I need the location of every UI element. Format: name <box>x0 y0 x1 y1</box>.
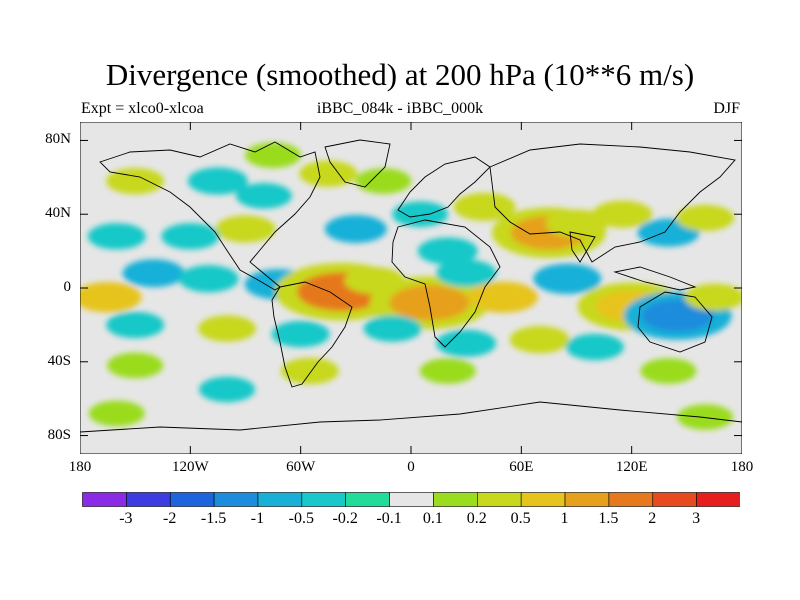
lon-label: 180 <box>730 459 754 475</box>
colorbar-box <box>389 492 434 507</box>
colorbar-label: 0.5 <box>510 510 531 527</box>
field-blob <box>324 214 387 243</box>
field-blob <box>178 265 239 293</box>
field-blob <box>299 160 358 187</box>
lat-label: 80S <box>47 426 71 443</box>
field-blob <box>88 400 145 427</box>
colorbar-label: 0.2 <box>466 510 487 527</box>
plot-title: Divergence (smoothed) at 200 hPa (10**6 … <box>105 57 695 92</box>
greenland-coast <box>324 139 391 188</box>
field-blob <box>122 259 185 288</box>
field-blob <box>187 167 248 195</box>
colorbar-label: -1.5 <box>200 510 227 527</box>
australia-coast <box>637 291 713 353</box>
colorbar-box <box>433 492 478 507</box>
field-blob <box>245 142 302 168</box>
field-blob <box>363 315 422 342</box>
field-blob <box>198 315 257 342</box>
lon-label: 0 <box>407 459 415 475</box>
field-blob <box>271 320 330 348</box>
lat-label: 40S <box>47 352 71 369</box>
lat-label: 80N <box>45 131 71 148</box>
field-blob <box>684 283 742 311</box>
lon-label: 60W <box>286 459 316 475</box>
field-blob <box>453 192 516 221</box>
coastlines <box>80 139 742 433</box>
africa-coast <box>391 219 501 348</box>
colorbar-box <box>520 492 566 507</box>
field-blob <box>161 223 220 250</box>
lon-label: 120E <box>615 459 648 475</box>
field-blob <box>392 201 449 228</box>
field-blob <box>545 209 608 238</box>
field-blob <box>106 311 165 339</box>
field-blob <box>565 333 624 361</box>
colorbar-box <box>82 492 127 507</box>
indonesia-coast <box>613 266 697 291</box>
lat-label: 40N <box>45 205 71 222</box>
colorbar-box <box>564 492 610 507</box>
field-blob <box>509 326 570 354</box>
field-blob <box>436 259 497 287</box>
colorbar-box <box>169 492 215 507</box>
map-svg <box>80 122 742 454</box>
field-blob <box>533 263 602 294</box>
colorbar-box <box>476 492 522 507</box>
colorbar-label: -0.5 <box>288 510 314 527</box>
europe-coast <box>397 156 491 218</box>
lat-label: 0 <box>63 279 72 295</box>
asia-coast <box>489 143 736 263</box>
field-blob <box>676 204 735 232</box>
colorbar-label: 0.1 <box>422 510 443 527</box>
field-blob <box>419 358 476 384</box>
colorbar-box <box>257 492 303 507</box>
colorbar-label: -3 <box>119 510 133 527</box>
field-blob <box>80 282 142 313</box>
colorbar-label: -1 <box>250 510 265 527</box>
field-blob <box>417 237 478 265</box>
field-blob <box>106 167 165 195</box>
colorbar-box <box>301 492 346 507</box>
divergence-field <box>80 142 742 430</box>
colorbar-label: -2 <box>163 510 177 527</box>
field-blob <box>280 357 339 385</box>
lon-label: 60E <box>509 459 534 475</box>
south-america-coast <box>271 281 353 388</box>
field-blob <box>199 376 256 403</box>
experiment-label: Expt = xlco0-xlcoa <box>81 100 204 117</box>
colorbar-label: 2 <box>648 510 657 527</box>
lon-label: 120W <box>171 459 209 475</box>
field-blob <box>640 358 697 384</box>
field-blob <box>235 182 292 209</box>
colorbar-box <box>213 492 259 507</box>
colorbar-box <box>696 492 740 507</box>
colorbar-label: -0.1 <box>376 510 402 527</box>
field-blob <box>215 215 276 243</box>
field-blob <box>436 329 497 357</box>
colorbar <box>82 492 740 507</box>
lon-label: 180 <box>68 459 92 475</box>
colorbar-label: 3 <box>692 510 701 527</box>
axis-ticks <box>80 122 742 454</box>
field-blob <box>592 200 653 228</box>
field-blob <box>467 281 538 313</box>
colorbar-label: -0.2 <box>332 510 358 527</box>
map-panel <box>80 122 742 454</box>
antarctica-coast <box>80 401 742 433</box>
colorbar-label: 1 <box>560 510 569 527</box>
difference-label: iBBC_084k - iBBC_000k <box>316 100 484 117</box>
indian-subcontinent-coast <box>569 231 596 263</box>
field-blob <box>87 223 146 250</box>
field-blob <box>107 352 164 379</box>
field-blob <box>355 168 412 194</box>
season-label: DJF <box>713 100 740 117</box>
colorbar-box <box>608 492 654 507</box>
colorbar-label: 1.5 <box>598 510 619 527</box>
north-america-coast <box>99 141 321 291</box>
colorbar-box <box>652 492 697 507</box>
colorbar-box <box>345 492 390 507</box>
colorbar-box <box>126 492 171 507</box>
field-blob <box>677 404 734 430</box>
